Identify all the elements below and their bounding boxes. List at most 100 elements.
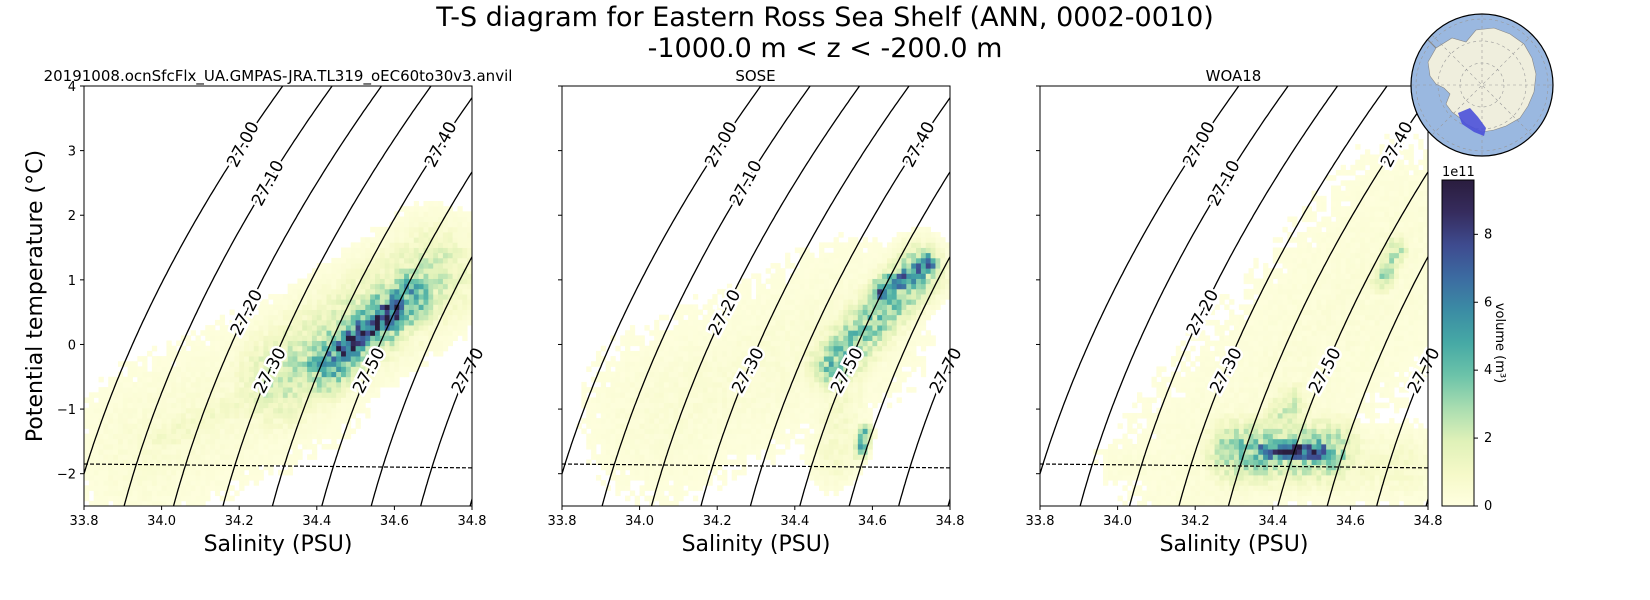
heatmap-cell [935, 257, 941, 264]
heatmap-cell [161, 397, 167, 404]
heatmap-cell [200, 387, 206, 393]
heatmap-cell [292, 423, 298, 429]
heatmap-cell [843, 252, 849, 259]
heatmap-cell [142, 490, 148, 497]
heatmap-cell [678, 490, 684, 497]
heatmap-cell [200, 361, 206, 367]
heatmap-cell [132, 361, 138, 367]
heatmap-cell [712, 299, 718, 305]
heatmap-cell [161, 412, 167, 419]
heatmap-cell [765, 309, 771, 316]
heatmap-cell [418, 226, 424, 233]
heatmap-cell [273, 314, 279, 321]
heatmap-cell [697, 474, 704, 481]
heatmap-cell [872, 335, 878, 341]
heatmap-cell [833, 376, 839, 383]
heatmap-cell [925, 257, 931, 264]
heatmap-cell [384, 319, 390, 326]
heatmap-cell [185, 371, 192, 378]
heatmap-cell [442, 294, 449, 300]
heatmap-cell [785, 366, 791, 372]
heatmap-cell [413, 201, 420, 207]
heatmap-cell [210, 345, 216, 352]
heatmap-cell [629, 433, 636, 440]
heatmap-cell [185, 335, 192, 341]
heatmap-cell [297, 438, 303, 445]
heatmap-cell [848, 443, 854, 450]
heatmap-cell [98, 449, 104, 455]
heatmap-cell [702, 335, 708, 341]
heatmap-cell [823, 376, 830, 383]
heatmap-cell [600, 464, 607, 471]
heatmap-cell [103, 387, 109, 393]
heatmap-cell [828, 335, 834, 341]
heatmap-cell [195, 454, 201, 460]
heatmap-cell [678, 418, 684, 424]
heatmap-cell [809, 464, 815, 471]
heatmap-cell [142, 361, 148, 367]
heatmap-cell [428, 242, 434, 248]
heatmap-cell [610, 428, 616, 435]
heatmap-cell [707, 423, 713, 429]
heatmap-cell [171, 454, 177, 460]
heatmap-cell [877, 299, 883, 305]
heatmap-cell [726, 387, 733, 393]
heatmap-cell [843, 278, 849, 285]
heatmap-cell [248, 345, 255, 352]
heatmap-cell [433, 330, 439, 336]
heatmap-cell [423, 350, 429, 357]
heatmap-cell [809, 371, 815, 378]
heatmap-cell [360, 247, 366, 254]
heatmap-cell [726, 319, 733, 326]
heatmap-cell [379, 283, 386, 290]
heatmap-cell [278, 392, 284, 398]
heatmap-cell [336, 412, 342, 419]
heatmap-cell [350, 397, 356, 404]
heatmap-cell [707, 443, 713, 450]
heatmap-cell [190, 474, 196, 481]
heatmap-cell [804, 273, 810, 279]
heatmap-cell [853, 428, 859, 435]
heatmap-cell [615, 345, 621, 352]
heatmap-cell [765, 350, 771, 357]
heatmap-cell [404, 309, 410, 316]
heatmap-cell [886, 247, 893, 254]
heatmap-cell [341, 407, 347, 414]
heatmap-cell [848, 474, 854, 481]
heatmap-cell [428, 335, 434, 341]
heatmap-cell [171, 387, 177, 393]
heatmap-cell [659, 500, 665, 506]
heatmap-cell [872, 288, 878, 295]
heatmap-cell [224, 330, 230, 336]
heatmap-cell [848, 304, 854, 310]
heatmap-cell [906, 273, 912, 279]
heatmap-cell [142, 366, 148, 372]
heatmap-cell [785, 330, 791, 336]
heatmap-cell [297, 381, 303, 388]
heatmap-cell [200, 454, 206, 460]
heatmap-cell [625, 418, 631, 424]
heatmap-cell [678, 381, 684, 388]
heatmap-cell [263, 412, 269, 419]
heatmap-cell [229, 438, 235, 445]
heatmap-cell [741, 330, 747, 336]
heatmap-cell [625, 340, 631, 347]
heatmap-cell [151, 474, 158, 481]
heatmap-cell [722, 474, 728, 481]
heatmap-cell [365, 309, 371, 316]
heatmap-cell [428, 340, 434, 347]
heatmap-cell [302, 294, 308, 300]
heatmap-cell [278, 325, 284, 331]
heatmap-cell [882, 299, 888, 305]
heatmap-cell [219, 418, 226, 424]
heatmap-cell [886, 325, 893, 331]
heatmap-cell [292, 299, 298, 305]
heatmap-cell [882, 376, 888, 383]
heatmap-cell [258, 423, 264, 429]
heatmap-cell [712, 356, 718, 362]
heatmap-cell [867, 397, 873, 404]
heatmap-cell [843, 309, 849, 316]
heatmap-cell [457, 226, 463, 233]
heatmap-cell [828, 278, 834, 285]
heatmap-cell [108, 454, 114, 460]
